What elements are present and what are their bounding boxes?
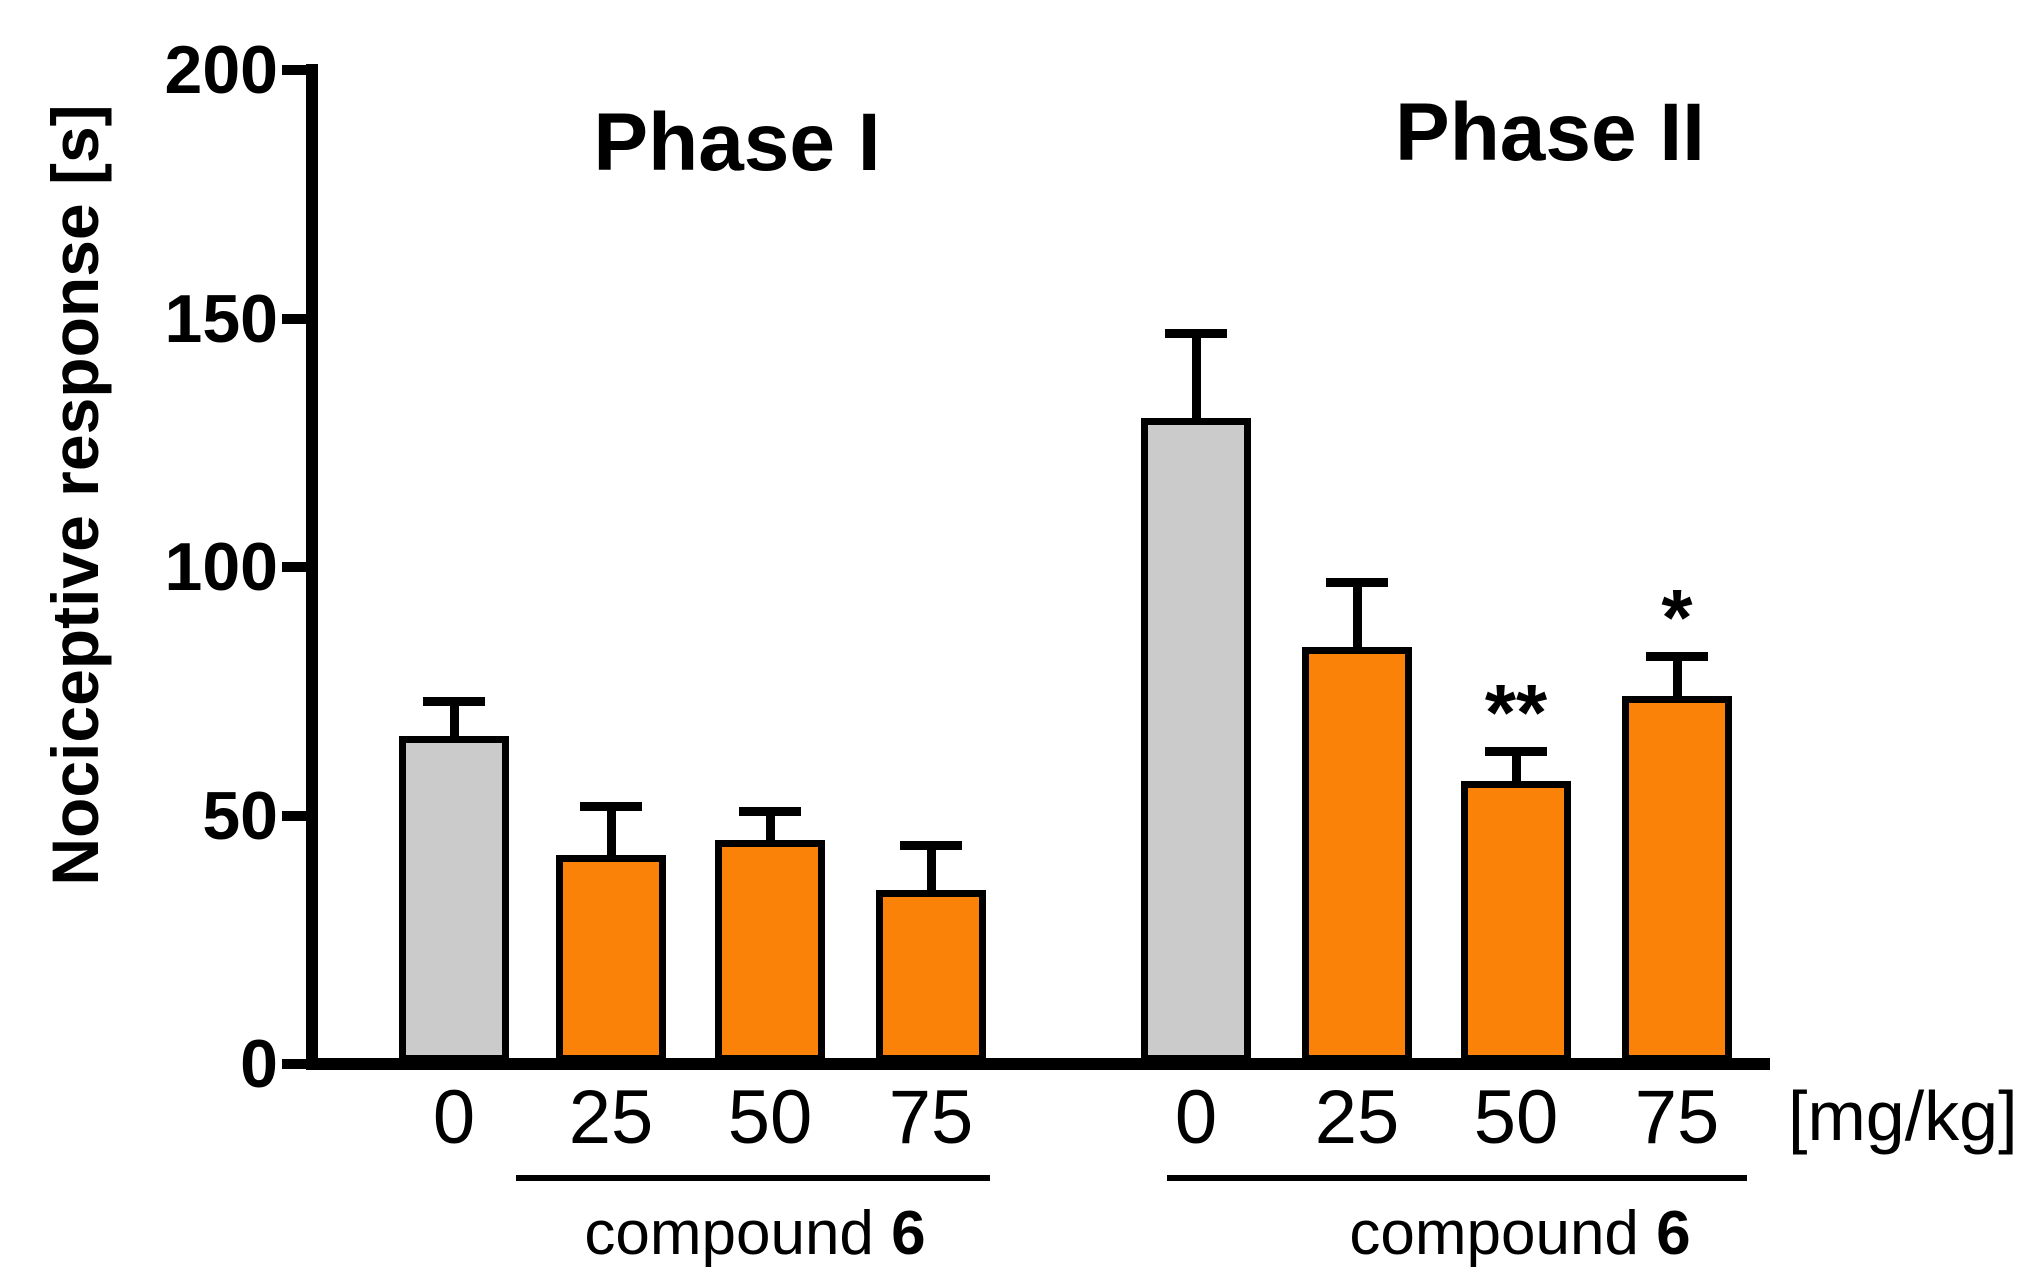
error-bar-cap xyxy=(1165,329,1227,338)
error-bar-cap xyxy=(1485,747,1547,756)
bar xyxy=(715,840,825,1062)
x-unit-label: [mg/kg] xyxy=(1788,1077,2018,1155)
error-bar-cap xyxy=(1646,652,1708,661)
bar xyxy=(1622,696,1732,1062)
x-tick-label: 0 xyxy=(432,1075,476,1160)
group-underline xyxy=(516,1175,990,1181)
error-bar-cap xyxy=(1326,578,1388,587)
y-tick-mark xyxy=(282,562,306,572)
error-bar-cap xyxy=(580,802,642,811)
bar xyxy=(876,890,986,1062)
bar xyxy=(556,855,666,1062)
compound-label-phase-2: compound 6 xyxy=(1349,1198,1690,1270)
bar xyxy=(1461,781,1571,1062)
x-tick-label: 0 xyxy=(1174,1075,1218,1160)
error-bar-cap xyxy=(423,697,485,706)
x-tick-label: 50 xyxy=(1473,1075,1559,1160)
group-title-phase-2: Phase II xyxy=(1395,87,1705,178)
y-axis-line xyxy=(306,64,318,1070)
error-bar-stem xyxy=(1672,656,1682,703)
error-bar-stem xyxy=(1511,751,1521,788)
bar xyxy=(1141,418,1251,1062)
x-tick-label: 75 xyxy=(1634,1075,1720,1160)
x-tick-label: 25 xyxy=(1314,1075,1400,1160)
bar xyxy=(1302,647,1412,1062)
error-bar-stem xyxy=(1352,582,1362,654)
compound-label-number: 6 xyxy=(1656,1199,1691,1268)
compound-label-phase-1: compound 6 xyxy=(584,1198,925,1270)
compound-label-number: 6 xyxy=(891,1199,926,1268)
y-tick-mark xyxy=(282,811,306,821)
error-bar-cap xyxy=(739,807,801,816)
significance-marker: ** xyxy=(1484,668,1548,757)
x-tick-label: 75 xyxy=(888,1075,974,1160)
compound-label-text: compound xyxy=(584,1199,874,1268)
y-tick-label: 50 xyxy=(202,778,278,854)
y-tick-label: 100 xyxy=(164,529,278,605)
y-tick-mark xyxy=(282,314,306,324)
group-title-phase-1: Phase I xyxy=(593,97,881,188)
error-bar-stem xyxy=(926,845,936,897)
compound-label-text: compound xyxy=(1349,1199,1639,1268)
significance-marker: * xyxy=(1661,573,1693,662)
error-bar-cap xyxy=(900,841,962,850)
x-tick-label: 25 xyxy=(568,1075,654,1160)
error-bar-stem xyxy=(765,811,775,847)
bar xyxy=(399,736,509,1062)
error-bar-stem xyxy=(606,806,616,862)
x-tick-label: 50 xyxy=(727,1075,813,1160)
group-underline xyxy=(1167,1175,1747,1181)
y-axis-title: Nociceptive response [s] xyxy=(38,104,112,886)
error-bar-stem xyxy=(449,701,459,743)
y-tick-label: 0 xyxy=(240,1026,278,1102)
y-tick-label: 200 xyxy=(164,32,278,108)
y-tick-mark xyxy=(282,1059,306,1069)
error-bar-stem xyxy=(1191,333,1201,425)
y-tick-label: 150 xyxy=(164,281,278,357)
y-tick-mark xyxy=(282,65,306,75)
